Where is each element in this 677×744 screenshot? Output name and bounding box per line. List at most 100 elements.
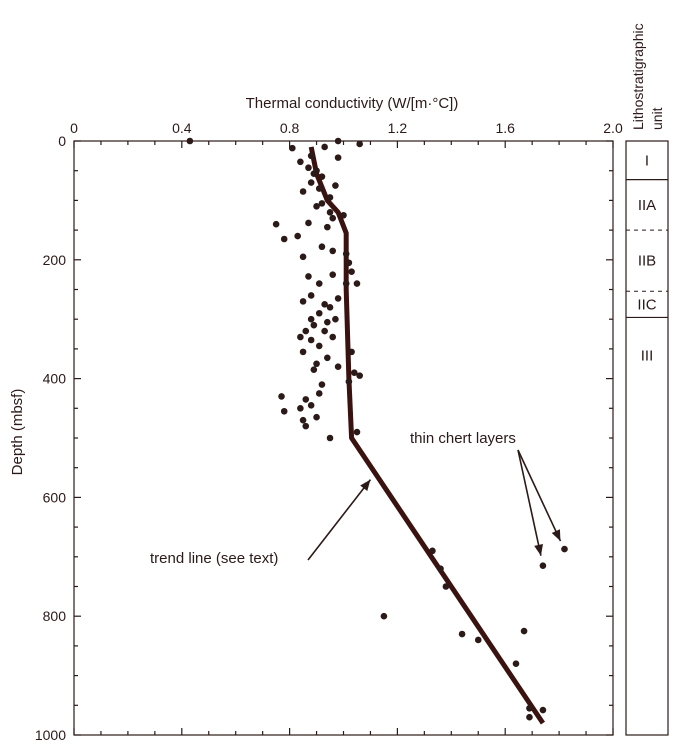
data-point — [297, 405, 304, 412]
lithology-column — [625, 140, 669, 736]
data-point — [329, 247, 337, 255]
x-tick-label: 0.8 — [280, 120, 300, 136]
data-point — [299, 416, 307, 424]
data-point — [280, 407, 288, 415]
data-point — [332, 182, 339, 189]
y-tick-label: 200 — [43, 252, 67, 268]
data-point — [526, 713, 533, 721]
y-axis-title: Depth (mbsf) — [9, 389, 26, 476]
data-point — [310, 321, 318, 329]
data-point — [324, 318, 331, 326]
arrow-shaft — [307, 479, 372, 561]
lithology-title-line1: Lithostratigraphic — [630, 23, 646, 130]
data-point — [272, 220, 280, 228]
axis-tick-labels: 0 0.4 0.8 1.2 1.6 2.0 0 200 400 600 800 1000 — [35, 120, 623, 743]
data-point — [329, 214, 337, 222]
data-point — [307, 315, 315, 323]
data-point — [307, 292, 315, 299]
data-point — [302, 327, 310, 335]
data-point — [353, 280, 361, 287]
data-point — [305, 273, 312, 280]
data-point — [324, 223, 331, 231]
data-point — [315, 280, 323, 287]
data-point — [299, 188, 307, 195]
data-point — [318, 243, 326, 251]
data-point — [294, 232, 301, 240]
data-point — [299, 348, 307, 356]
data-point — [345, 259, 353, 267]
data-point — [329, 271, 337, 278]
data-point — [186, 137, 194, 145]
axis-ticks — [73, 140, 614, 736]
data-point — [512, 660, 520, 668]
data-point — [318, 200, 326, 207]
lithology-units: I IIA IIB IIC III — [626, 152, 668, 364]
data-point — [321, 143, 328, 151]
data-point — [332, 315, 339, 323]
data-point — [526, 704, 533, 712]
data-point — [429, 547, 436, 555]
data-point — [297, 333, 304, 341]
data-point — [350, 369, 358, 376]
data-point — [345, 378, 353, 385]
y-tick-label: 800 — [43, 608, 67, 624]
data-point — [326, 304, 334, 311]
data-point — [302, 396, 310, 403]
data-point — [326, 194, 334, 201]
data-point — [299, 253, 307, 261]
trend-line — [308, 146, 546, 725]
data-point — [334, 295, 342, 302]
data-point — [305, 219, 312, 227]
data-point — [299, 298, 307, 305]
lithology-unit-label: IIC — [637, 296, 656, 313]
data-point — [348, 268, 355, 275]
data-point — [318, 173, 326, 180]
data-point — [356, 372, 363, 379]
arrow-head — [534, 544, 543, 556]
data-point — [315, 309, 323, 317]
lithology-title-line2: unit — [649, 107, 665, 130]
data-point — [307, 152, 315, 160]
data-point — [315, 342, 323, 350]
data-point — [288, 144, 296, 152]
lithology-unit-label: III — [641, 347, 654, 364]
data-point — [310, 366, 318, 373]
x-tick-label: 0.4 — [172, 120, 192, 136]
data-point — [315, 390, 323, 397]
data-point — [307, 179, 315, 186]
annotation-thin-chert-layers: thin chert layers — [410, 430, 516, 447]
arrow-head — [360, 479, 371, 492]
data-point — [318, 381, 326, 388]
data-point — [442, 583, 450, 590]
data-point — [326, 208, 334, 216]
data-point — [280, 235, 288, 243]
data-point — [342, 280, 350, 287]
data-point — [321, 301, 328, 308]
arrow-head — [551, 529, 561, 542]
data-point — [305, 164, 312, 172]
data-point — [561, 545, 568, 553]
x-tick-label: 1.2 — [388, 120, 408, 136]
data-point — [348, 348, 355, 356]
data-point — [353, 428, 361, 436]
x-axis-title: Thermal conductivity (W/[m·°C]) — [246, 95, 459, 112]
x-tick-label: 1.6 — [495, 120, 515, 136]
y-tick-label: 0 — [58, 133, 66, 149]
data-points — [186, 137, 568, 721]
data-point — [302, 422, 310, 430]
lithology-unit-label: I — [645, 152, 649, 169]
lithology-unit-label: IIB — [638, 253, 656, 270]
lithology-unit-label: IIA — [638, 197, 656, 214]
data-point — [356, 140, 363, 148]
data-point — [334, 137, 342, 145]
data-point — [313, 413, 320, 421]
y-tick-label: 1000 — [35, 727, 66, 743]
data-point — [380, 612, 388, 620]
data-point — [340, 211, 347, 219]
data-point — [334, 363, 342, 371]
annotation-trend-line: trend line (see text) — [150, 550, 278, 567]
data-point — [310, 170, 318, 177]
data-point — [297, 158, 304, 166]
data-point — [474, 636, 482, 644]
